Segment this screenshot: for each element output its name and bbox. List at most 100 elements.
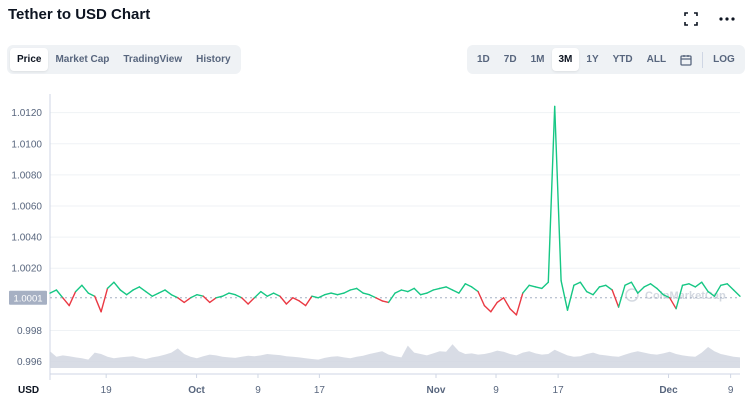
price-segment — [196, 293, 205, 297]
tab-market-cap[interactable]: Market Cap — [55, 54, 110, 65]
x-tick-label: 9 — [493, 385, 499, 396]
price-segment — [611, 289, 620, 308]
range-all[interactable]: ALL — [646, 54, 667, 65]
price-series — [49, 105, 741, 316]
x-tick-label: Nov — [427, 385, 446, 396]
price-segment — [713, 284, 722, 297]
range-3m[interactable]: 3M — [551, 48, 580, 71]
price-segment — [656, 287, 664, 296]
more-dots-icon[interactable] — [718, 10, 736, 28]
price-chart-svg: CoinMarketCap 1.01201.01001.00801.00601.… — [9, 94, 741, 396]
price-segment — [164, 289, 173, 296]
price-segment — [534, 286, 543, 290]
price-segment — [451, 289, 460, 294]
y-tick-label: 1.0080 — [11, 170, 42, 181]
price-segment — [87, 292, 96, 297]
price-segment — [573, 281, 581, 287]
price-segment — [598, 284, 607, 288]
x-tick-label: Dec — [659, 385, 678, 396]
price-segment — [208, 297, 217, 304]
price-segment — [407, 287, 415, 293]
price-segment — [151, 292, 160, 297]
price-segment — [228, 292, 237, 296]
range-1y[interactable]: 1Y — [586, 54, 599, 65]
price-segment — [49, 289, 58, 294]
price-segment — [432, 287, 441, 291]
x-axis: 19 Oct 9 17 Nov 9 17 Dec 9 USD — [18, 373, 740, 396]
calendar-icon[interactable] — [673, 48, 699, 71]
price-chart[interactable]: CoinMarketCap 1.0120 1.0100 1.0080 1.0060 1.… — [0, 88, 750, 401]
price-segment — [298, 300, 307, 307]
chart-grid — [49, 94, 740, 380]
price-segment — [617, 284, 626, 308]
price-segment — [260, 290, 268, 297]
y-tick-label: 1.0100 — [11, 139, 42, 150]
price-tag-box — [9, 290, 47, 305]
tab-price[interactable]: Price — [10, 48, 49, 71]
price-segment — [707, 290, 716, 297]
price-segment — [688, 283, 696, 288]
price-segment — [183, 297, 192, 304]
current-price-tag: 1.0001 — [9, 290, 47, 305]
range-divider — [702, 51, 704, 68]
x-tick-label: 9 — [728, 385, 734, 396]
price-segment — [586, 290, 594, 296]
tab-tradingview[interactable]: TradingView — [123, 54, 183, 65]
price-segment — [324, 292, 332, 296]
range-ytd[interactable]: YTD — [612, 54, 633, 65]
price-segment — [132, 286, 141, 291]
price-segment — [119, 289, 128, 296]
price-segment — [234, 293, 243, 299]
price-segment — [304, 295, 313, 307]
price-segment — [637, 286, 645, 294]
price-segment — [368, 293, 377, 299]
price-segment — [541, 281, 549, 290]
price-segment — [592, 286, 601, 296]
price-segment — [221, 292, 230, 297]
price-segment — [483, 304, 492, 313]
x-tick-label: Oct — [188, 385, 205, 396]
price-segment — [247, 297, 256, 305]
price-segment — [694, 281, 703, 288]
log-toggle[interactable]: LOG — [713, 54, 735, 65]
price-segment — [496, 297, 505, 304]
price-segment — [74, 284, 83, 293]
price-segment — [330, 292, 339, 296]
range-1d[interactable]: 1D — [477, 54, 490, 65]
price-segment — [726, 283, 735, 291]
volume-path — [50, 344, 740, 368]
price-segment — [215, 295, 224, 299]
range-7d[interactable]: 7D — [503, 54, 517, 65]
price-segment — [560, 279, 569, 311]
price-segment — [202, 295, 211, 304]
price-segment — [681, 283, 690, 287]
price-segment — [157, 289, 166, 294]
price-segment — [100, 287, 109, 313]
watermark: CoinMarketCap — [625, 288, 726, 302]
price-segment — [266, 292, 275, 297]
price-segment — [566, 284, 575, 311]
currency-label: USD — [18, 385, 39, 396]
price-segment — [458, 283, 466, 294]
time-range-tabs: 1D 7D 1M 3M 1Y YTD ALL LOG — [467, 45, 745, 74]
price-segment — [490, 301, 498, 313]
range-1m[interactable]: 1M — [530, 54, 545, 65]
price-segment — [138, 286, 147, 293]
price-segment — [362, 292, 371, 296]
price-segment — [317, 293, 326, 299]
price-segment — [547, 105, 556, 283]
price-segment — [477, 290, 486, 307]
price-segment — [605, 284, 613, 291]
price-segment — [445, 286, 454, 291]
x-tick-label: 17 — [314, 385, 326, 396]
tab-history[interactable]: History — [196, 54, 231, 65]
price-segment — [554, 105, 562, 282]
expand-icon[interactable] — [682, 10, 700, 28]
price-segment — [81, 284, 90, 294]
price-segment — [311, 295, 319, 299]
price-segment — [419, 292, 428, 296]
price-segment — [387, 292, 396, 304]
y-tick-label: 1.0020 — [11, 264, 42, 275]
price-segment — [624, 281, 633, 287]
price-segment — [528, 284, 537, 288]
